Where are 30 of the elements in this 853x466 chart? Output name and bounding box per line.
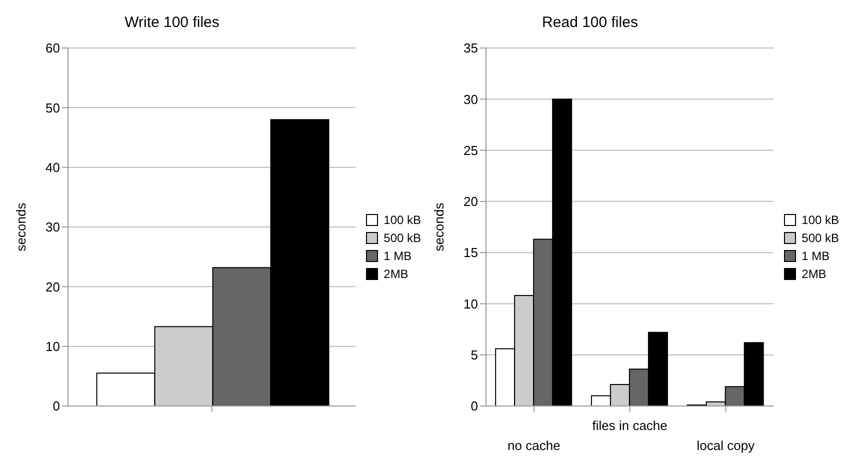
legend-label: 100 kB (384, 213, 421, 227)
y-tick-label: 20 (46, 279, 60, 294)
legend-label: 1 MB (802, 249, 830, 263)
y-tick-label: 30 (464, 92, 478, 107)
y-tick-label: 0 (470, 398, 478, 414)
y-tick-label: 25 (464, 142, 478, 158)
legend-label: 2MB (802, 267, 826, 281)
chart-title: Write 100 files (124, 13, 220, 33)
legend-label: 500 kB (384, 231, 421, 245)
y-tick-label: 20 (464, 194, 478, 210)
y-tick-label: 35 (464, 40, 478, 56)
legend-label: 500 kB (802, 231, 839, 245)
y-tick-label: 10 (46, 338, 60, 354)
y-tick-label: 30 (46, 220, 60, 235)
legend-label: 1 MB (384, 249, 412, 263)
y-tick-label: 60 (46, 40, 60, 56)
y-tick-label: 0 (52, 398, 60, 414)
y-tick-label: 5 (470, 347, 478, 362)
y-tick-label: 40 (46, 160, 60, 175)
y-tick-label: 50 (46, 100, 60, 116)
y-tick-label: 10 (464, 296, 478, 312)
y-tick-label: 15 (464, 245, 478, 260)
legend-label: 100 kB (802, 213, 839, 227)
legend-label: 2MB (384, 267, 408, 281)
x-tick-label: no cache (508, 438, 560, 453)
chart-title: Read 100 files (541, 13, 639, 33)
y-axis-title: seconds (14, 202, 29, 252)
y-axis-title: seconds (432, 202, 447, 252)
x-tick-label: local copy (696, 438, 756, 453)
x-tick-label: files in cache (592, 418, 668, 433)
